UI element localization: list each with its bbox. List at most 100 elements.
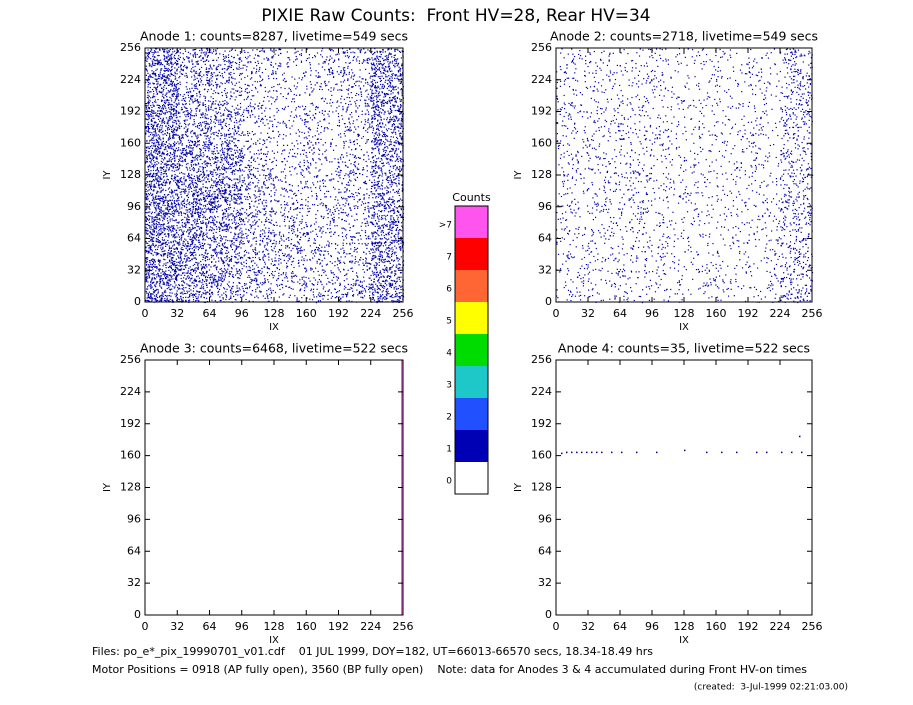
count-dot	[383, 60, 385, 62]
count-dot	[151, 70, 153, 72]
count-dot	[228, 110, 230, 112]
count-dot	[216, 183, 218, 185]
count-dot	[153, 165, 155, 168]
count-dot	[202, 104, 205, 106]
count-dot	[391, 99, 393, 102]
count-dot	[190, 111, 192, 113]
count-dot	[239, 181, 241, 183]
count-dot	[170, 144, 172, 147]
count-dot	[258, 117, 260, 120]
count-dot	[183, 200, 185, 202]
count-dot	[170, 58, 173, 60]
count-dot	[291, 166, 293, 168]
count-dot	[319, 120, 321, 122]
count-dot	[189, 167, 191, 169]
count-dot	[175, 194, 177, 196]
count-dot	[374, 84, 376, 87]
count-dot	[375, 161, 378, 163]
count-dot	[202, 198, 205, 200]
count-dot	[175, 133, 177, 135]
count-dot	[210, 120, 213, 122]
count-dot	[197, 179, 199, 181]
count-dot	[160, 113, 162, 115]
count-dot	[241, 161, 243, 163]
count-dot	[230, 115, 232, 117]
count-dot	[200, 149, 202, 151]
count-dot	[399, 127, 401, 129]
count-dot	[184, 131, 187, 133]
count-dot	[281, 153, 283, 155]
count-dot	[155, 60, 157, 62]
count-dot	[200, 123, 202, 125]
count-dot	[208, 109, 210, 111]
count-dot	[381, 75, 383, 77]
count-dot	[364, 60, 366, 62]
count-dot	[221, 187, 223, 189]
count-dot	[205, 110, 207, 112]
count-dot	[396, 77, 398, 79]
count-dot	[171, 65, 173, 67]
count-dot	[313, 147, 315, 150]
count-dot	[210, 77, 212, 79]
count-dot	[273, 187, 275, 189]
count-dot	[387, 153, 390, 155]
count-dot	[161, 68, 163, 70]
count-dot	[211, 104, 213, 106]
count-dot	[175, 114, 177, 117]
count-dot	[205, 71, 207, 73]
count-dot	[335, 54, 337, 56]
count-dot	[258, 115, 260, 117]
count-dot	[374, 65, 376, 67]
count-dot	[247, 51, 249, 54]
count-dot	[155, 121, 157, 124]
count-dot	[167, 147, 170, 149]
count-dot	[157, 134, 159, 136]
count-dot	[211, 205, 213, 207]
count-dot	[161, 167, 163, 170]
count-dot	[229, 203, 231, 205]
count-dot	[293, 145, 296, 147]
count-dot	[220, 124, 222, 126]
count-dot	[380, 158, 382, 160]
count-dot	[209, 190, 211, 192]
count-dot	[176, 79, 178, 82]
count-dot	[195, 48, 197, 51]
count-dot	[379, 88, 381, 90]
count-dot	[182, 137, 185, 139]
count-dot	[153, 122, 156, 124]
count-dot	[290, 174, 292, 176]
count-dot	[242, 157, 244, 160]
count-dot	[175, 64, 178, 66]
count-dot	[236, 122, 238, 124]
count-dot	[167, 54, 169, 56]
count-dot	[146, 69, 148, 71]
count-dot	[383, 99, 385, 102]
count-dot	[238, 153, 241, 155]
count-dot	[347, 106, 349, 108]
count-dot	[368, 50, 371, 52]
count-dot	[211, 202, 213, 204]
count-dot	[175, 204, 178, 206]
count-dot	[147, 80, 149, 82]
count-dot	[227, 66, 229, 68]
count-dot	[159, 64, 161, 66]
count-dot	[263, 51, 265, 53]
count-dot	[165, 165, 168, 167]
count-dot	[383, 133, 385, 136]
count-dot	[386, 70, 388, 72]
count-dot	[186, 195, 188, 197]
count-dot	[300, 54, 303, 57]
count-dot	[173, 133, 175, 136]
count-dot	[227, 113, 229, 116]
count-dot	[266, 146, 268, 148]
count-dot	[145, 59, 147, 62]
count-dot	[316, 81, 318, 84]
count-dot	[187, 51, 190, 53]
count-dot	[347, 166, 349, 168]
count-dot	[397, 158, 399, 161]
count-dot	[176, 179, 179, 181]
count-dot	[344, 164, 347, 167]
count-dot	[201, 50, 203, 52]
count-dot	[147, 165, 149, 167]
count-dot	[179, 149, 181, 151]
